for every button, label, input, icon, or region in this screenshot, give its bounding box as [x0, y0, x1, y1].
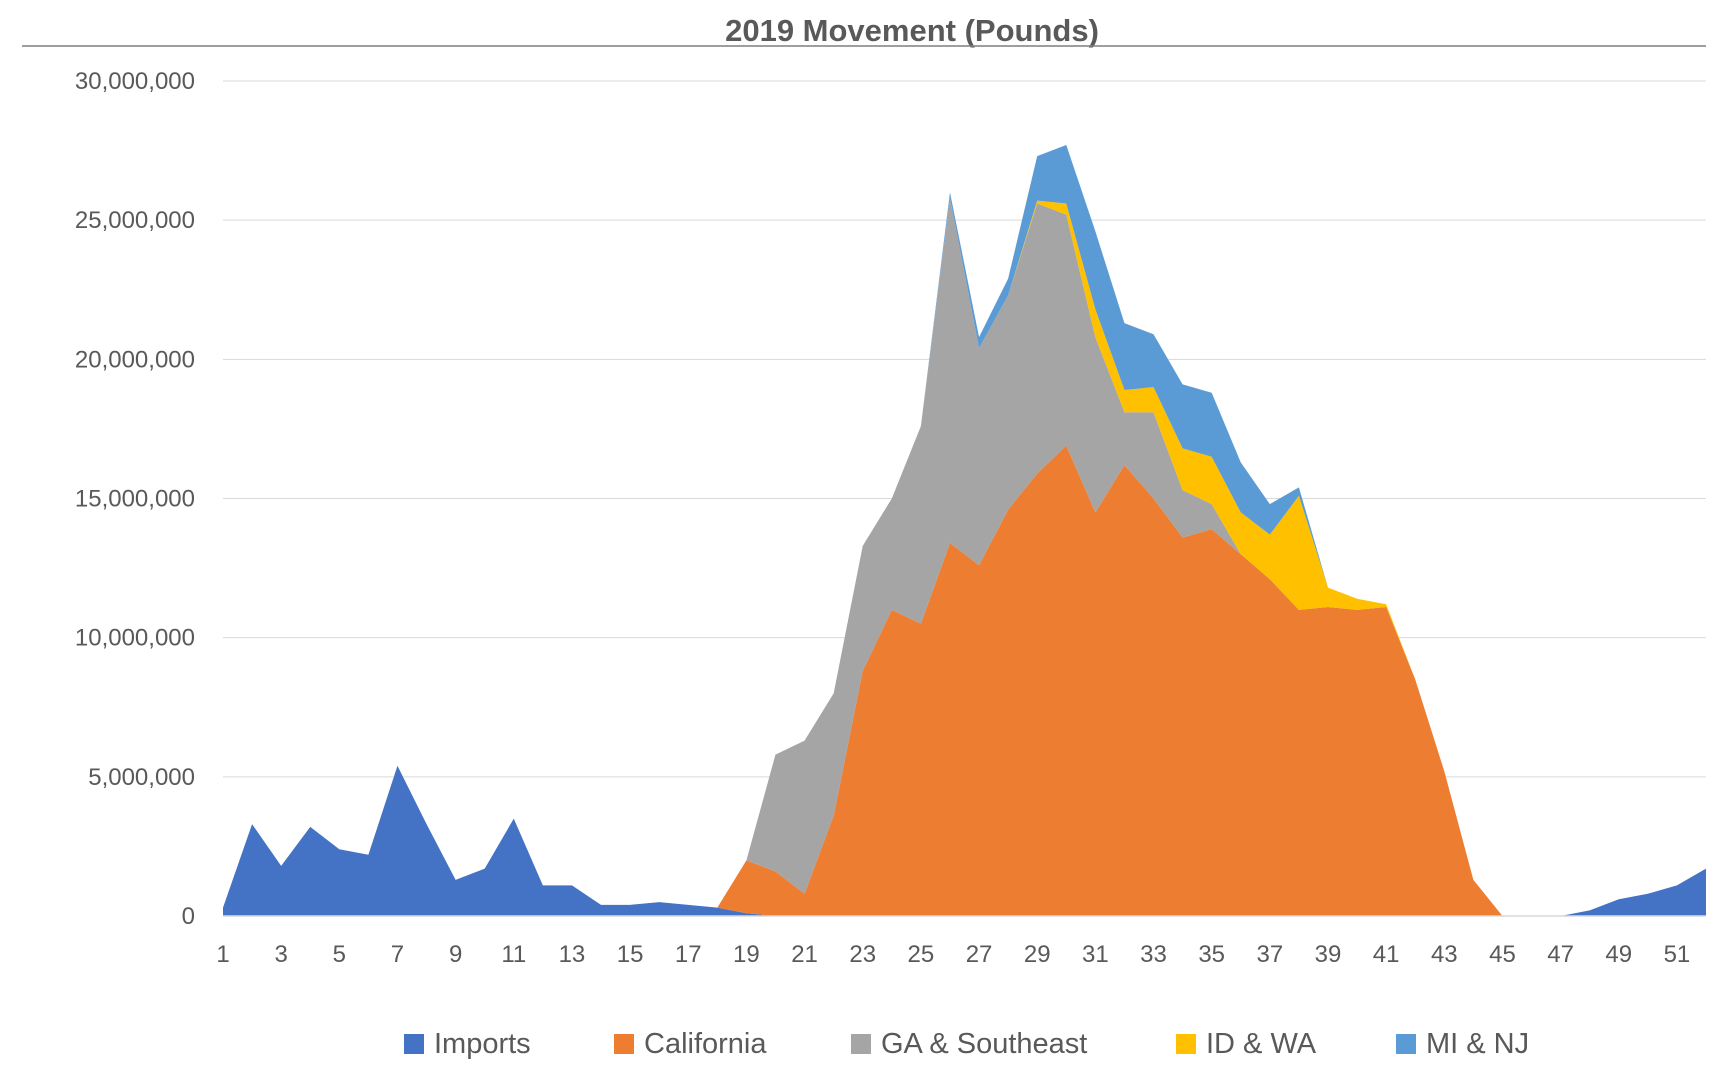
- x-tick-label: 19: [733, 941, 760, 968]
- x-tick-label: 5: [333, 941, 346, 968]
- x-tick-label: 17: [675, 941, 702, 968]
- x-tick-label: 43: [1431, 941, 1458, 968]
- legend: Imports California GA & Southeast ID & WA MI…: [404, 1028, 1529, 1060]
- x-tick-label: 15: [617, 941, 644, 968]
- x-tick-label: 21: [791, 941, 818, 968]
- y-tick-label: 25,000,000: [75, 207, 195, 234]
- x-tick-label: 9: [449, 941, 462, 968]
- legend-label: MI & NJ: [1426, 1028, 1529, 1060]
- y-tick-label: 5,000,000: [88, 764, 195, 791]
- legend-item: ID & WA: [1176, 1028, 1317, 1060]
- y-tick-label: 15,000,000: [75, 486, 195, 513]
- x-tick-label: 29: [1024, 941, 1051, 968]
- x-tick-label: 35: [1198, 941, 1225, 968]
- legend-item: MI & NJ: [1396, 1028, 1529, 1060]
- x-tick-label: 27: [966, 941, 993, 968]
- legend-label: ID & WA: [1206, 1028, 1317, 1060]
- legend-swatch: [404, 1034, 424, 1054]
- legend-label: California: [644, 1028, 767, 1060]
- x-tick-label: 25: [908, 941, 935, 968]
- area-imports: [223, 765, 1706, 916]
- x-tick-label: 33: [1140, 941, 1167, 968]
- legend-label: Imports: [434, 1028, 531, 1060]
- x-tick-label: 13: [559, 941, 586, 968]
- x-tick-label: 7: [391, 941, 404, 968]
- y-tick-label: 30,000,000: [75, 68, 195, 95]
- x-tick-label: 1: [216, 941, 229, 968]
- x-tick-label: 51: [1664, 941, 1691, 968]
- legend-item: California: [614, 1028, 767, 1060]
- area-series: [223, 145, 1706, 916]
- x-tick-label: 37: [1256, 941, 1283, 968]
- area-ga-southeast: [223, 197, 1706, 916]
- legend-label: GA & Southeast: [881, 1028, 1087, 1060]
- x-tick-label: 11: [501, 941, 526, 968]
- legend-swatch: [614, 1034, 634, 1054]
- x-tick-label: 23: [849, 941, 876, 968]
- x-tick-label: 41: [1373, 941, 1400, 968]
- x-tick-label: 45: [1489, 941, 1516, 968]
- legend-swatch: [851, 1034, 871, 1054]
- y-tick-label: 20,000,000: [75, 346, 195, 373]
- legend-item: GA & Southeast: [851, 1028, 1087, 1060]
- x-tick-label: 47: [1547, 941, 1574, 968]
- x-tick-label: 49: [1605, 941, 1632, 968]
- legend-swatch: [1396, 1034, 1416, 1054]
- y-tick-label: 10,000,000: [75, 625, 195, 652]
- legend-swatch: [1176, 1034, 1196, 1054]
- x-tick-label: 39: [1315, 941, 1342, 968]
- legend-item: Imports: [404, 1028, 531, 1060]
- area-california: [223, 445, 1706, 916]
- x-tick-label: 31: [1082, 941, 1109, 968]
- y-tick-label: 0: [182, 903, 195, 930]
- chart-title: 2019 Movement (Pounds): [725, 13, 1099, 48]
- x-tick-label: 3: [274, 941, 287, 968]
- axes: 0 5,000,000 10,000,000 15,000,000 20,000,000…: [75, 68, 1706, 968]
